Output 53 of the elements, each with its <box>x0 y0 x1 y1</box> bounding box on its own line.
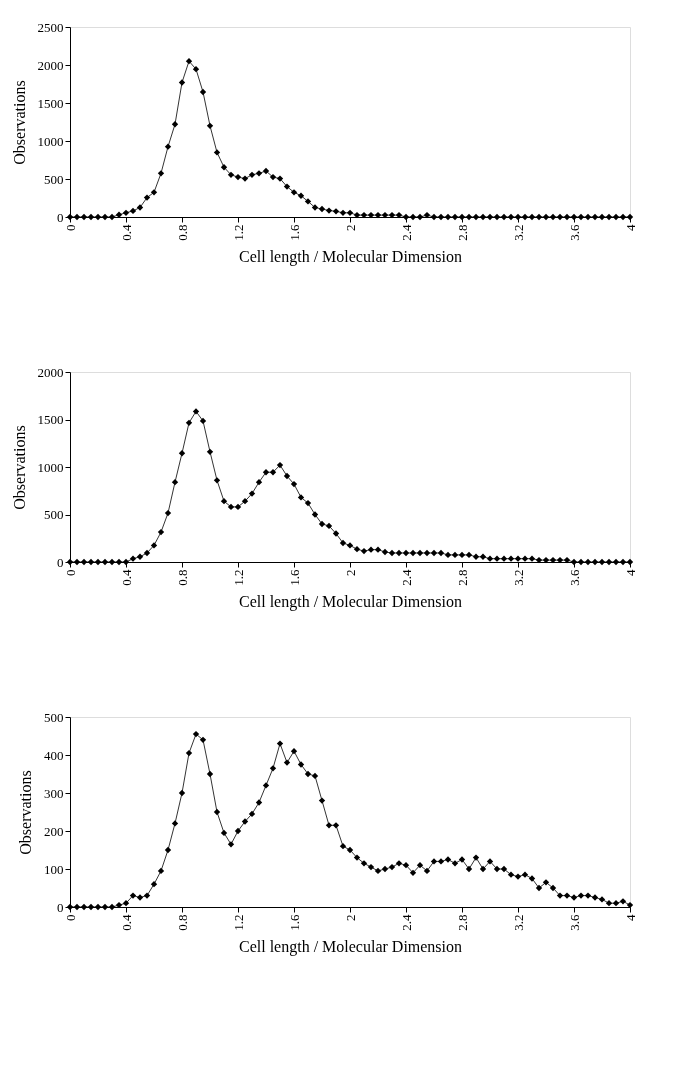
x-tick-label: 0.4 <box>118 224 134 241</box>
x-tick-label: 3.6 <box>566 569 582 586</box>
y-axis-title: Observations <box>10 425 28 510</box>
x-tick-label: 3.2 <box>510 569 526 586</box>
y-tick-label: 300 <box>44 785 64 801</box>
x-axis-title: Cell length / Molecular Dimension <box>238 937 463 956</box>
x-tick-label: 2.8 <box>454 569 470 586</box>
x-axis-title: Cell length / Molecular Dimension <box>238 592 463 611</box>
x-tick-label: 0.4 <box>118 914 134 931</box>
y-tick-label: 400 <box>44 747 64 763</box>
y-tick-label: 200 <box>44 823 64 839</box>
x-tick-label: 2.4 <box>398 569 414 586</box>
y-tick-label: 1000 <box>37 459 64 475</box>
y-tick-label: 2000 <box>37 57 64 73</box>
x-tick-label: 0 <box>62 224 78 231</box>
y-tick-label: 2000 <box>37 364 64 380</box>
y-tick-label: 500 <box>44 171 64 187</box>
y-tick-label: 1000 <box>37 133 64 149</box>
x-tick-label: 0 <box>62 914 78 921</box>
x-tick-label: 1.2 <box>230 914 246 931</box>
x-tick-label: 2 <box>342 569 358 576</box>
y-axis-title: Observations <box>10 80 28 165</box>
x-tick-label: 3.6 <box>566 224 582 241</box>
x-tick-label: 3.2 <box>510 914 526 931</box>
y-tick-label: 100 <box>44 861 64 877</box>
x-tick-label: 4 <box>622 569 638 576</box>
x-tick-label: 1.2 <box>230 224 246 241</box>
y-axis-title: Observations <box>17 770 34 855</box>
x-tick-label: 0.4 <box>118 569 134 586</box>
y-tick-label: 500 <box>44 709 64 725</box>
x-tick-label: 2.8 <box>454 224 470 241</box>
x-tick-label: 0 <box>62 569 78 576</box>
x-tick-label: 2.4 <box>398 914 414 931</box>
y-tick-label: 500 <box>44 507 64 522</box>
y-tick-label: 1500 <box>37 95 64 111</box>
x-tick-label: 2 <box>342 914 358 921</box>
x-axis-title: Cell length / Molecular Dimension <box>238 247 463 266</box>
y-tick-label: 2500 <box>37 19 64 35</box>
x-tick-label: 0.8 <box>174 224 190 241</box>
x-tick-label: 1.6 <box>286 569 302 586</box>
x-tick-label: 1.6 <box>286 914 302 931</box>
x-tick-label: 3.2 <box>510 224 526 241</box>
x-tick-label: 1.6 <box>286 224 302 241</box>
y-tick-label: 1500 <box>37 412 64 427</box>
x-tick-label: 4 <box>622 914 638 921</box>
x-tick-label: 0.8 <box>174 569 190 586</box>
x-tick-label: 2.8 <box>454 914 470 931</box>
x-tick-label: 2.4 <box>398 224 414 241</box>
x-tick-label: 0.8 <box>174 914 190 931</box>
x-tick-label: 2 <box>342 224 358 231</box>
x-tick-label: 1.2 <box>230 569 246 586</box>
x-tick-label: 3.6 <box>566 914 582 931</box>
x-tick-label: 4 <box>622 224 638 231</box>
